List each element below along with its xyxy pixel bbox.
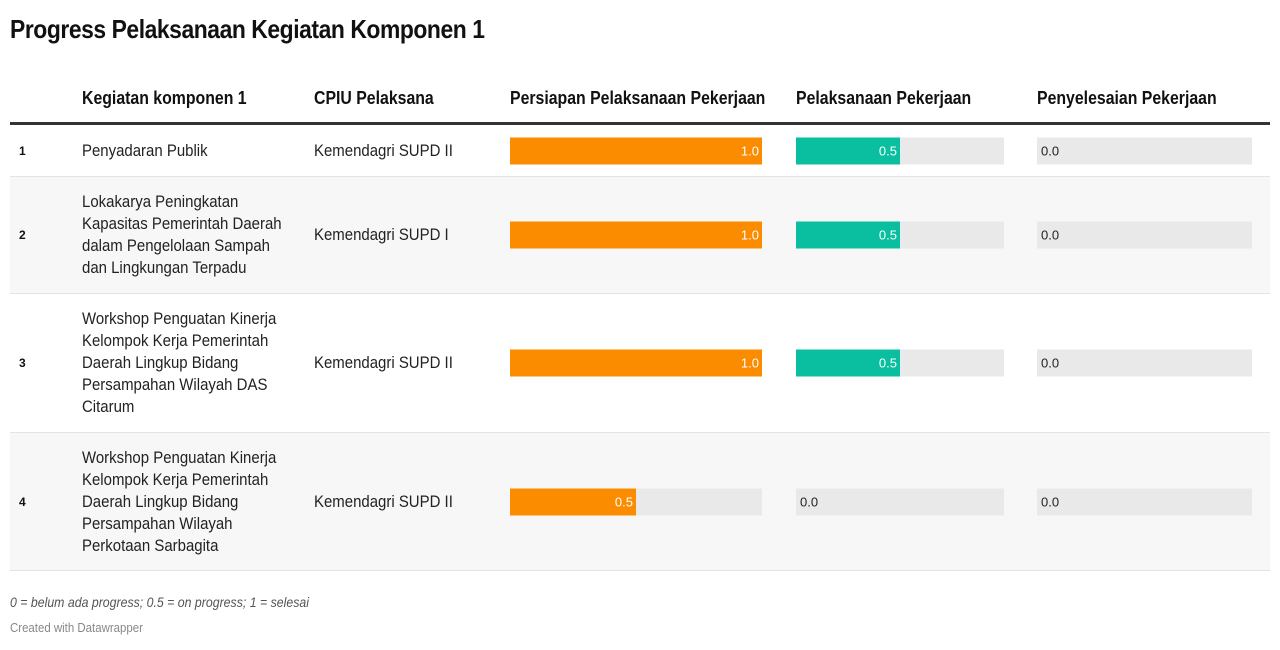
bar-track: 1.0 bbox=[510, 221, 762, 249]
bar-value-label: 0.0 bbox=[1041, 143, 1060, 158]
header-cpiu[interactable]: CPIU Pelaksana bbox=[314, 88, 434, 108]
bar-track: 0.0 bbox=[1037, 137, 1252, 164]
activity-name: Penyadaran Publik bbox=[82, 140, 287, 162]
activity-name-line: Daerah Lingkup Bidang bbox=[82, 491, 239, 511]
credit-link[interactable]: Created with Datawrapper bbox=[10, 620, 143, 635]
activity-name-line: Workshop Penguatan Kinerja bbox=[82, 309, 277, 328]
footnote: 0 = belum ada progress; 0.5 = on progres… bbox=[10, 594, 309, 610]
table-row: 4 Workshop Penguatan Kinerja Kelompok Kerj… bbox=[10, 433, 1270, 571]
bar-value-label: 0.5 bbox=[878, 227, 897, 243]
bar-fill bbox=[796, 137, 900, 164]
header-persiapan[interactable]: Persiapan Pelaksanaan Pekerjaan bbox=[510, 88, 766, 108]
bar-track: 0.5 bbox=[510, 488, 762, 515]
cpiu-cell: Kemendagri SUPD II bbox=[314, 491, 453, 511]
activity-name: Lokakarya Peningkatan Kapasitas Pemerinta… bbox=[82, 191, 287, 279]
cpiu-cell: Kemendagri SUPD II bbox=[314, 140, 453, 160]
activity-name-line: Kapasitas Pemerintah Daerah bbox=[82, 214, 282, 233]
activity-name-line: Daerah Lingkup Bidang bbox=[82, 353, 239, 372]
header-penyelesaian[interactable]: Penyelesaian Pekerjaan bbox=[1037, 88, 1217, 108]
bar-track: 0.0 bbox=[1037, 488, 1252, 515]
activity-name-line: dan Lingkungan Terpadu bbox=[82, 258, 247, 277]
row-number: 2 bbox=[19, 228, 26, 242]
row-number: 1 bbox=[19, 143, 26, 158]
bar-fill bbox=[510, 221, 762, 249]
bar-value-label: 0.0 bbox=[1041, 227, 1060, 243]
bar-fill bbox=[510, 488, 636, 515]
bar-track: 0.5 bbox=[796, 349, 1004, 377]
table-body: 1 Penyadaran Publik Kemendagri SUPD II 1.0 0… bbox=[10, 125, 1270, 571]
header-pelaksanaan[interactable]: Pelaksanaan Pekerjaan bbox=[796, 88, 972, 108]
bar-track: 1.0 bbox=[510, 349, 762, 377]
chart-title: Progress Pelaksanaan Kegiatan Komponen 1 bbox=[10, 14, 485, 44]
bar-track: 0.5 bbox=[796, 137, 1004, 164]
bar-value-label: 0.5 bbox=[878, 355, 897, 371]
bar-value-label: 0.5 bbox=[614, 494, 633, 509]
activity-name-line: Workshop Penguatan Kinerja bbox=[82, 447, 277, 467]
bar-value-label: 0.0 bbox=[1041, 355, 1060, 371]
bar-track: 0.0 bbox=[796, 488, 1004, 515]
bar-track: 0.0 bbox=[1037, 221, 1252, 249]
bar-value-label: 0.5 bbox=[878, 143, 897, 158]
progress-table: Kegiatan komponen 1 CPIU Pelaksana Persi… bbox=[10, 76, 1270, 571]
bar-value-label: 0.0 bbox=[800, 494, 819, 509]
activity-name: Workshop Penguatan Kinerja Kelompok Kerja… bbox=[82, 308, 287, 418]
bar-track: 0.5 bbox=[796, 221, 1004, 249]
activity-name-line: Persampahan Wilayah bbox=[82, 513, 233, 533]
table-row: 1 Penyadaran Publik Kemendagri SUPD II 1.0 0… bbox=[10, 125, 1270, 177]
bar-value-label: 1.0 bbox=[740, 227, 759, 243]
activity-name-line: Lokakarya Peningkatan bbox=[82, 192, 239, 211]
table-header: Kegiatan komponen 1 CPIU Pelaksana Persi… bbox=[10, 76, 1270, 125]
activity-name-line: Perkotaan Sarbagita bbox=[82, 535, 219, 555]
activity-name-line: dalam Pengelolaan Sampah bbox=[82, 236, 270, 255]
bar-fill bbox=[796, 221, 900, 249]
bar-fill bbox=[510, 349, 762, 377]
row-number: 3 bbox=[19, 356, 26, 370]
activity-name-line: Citarum bbox=[82, 397, 135, 416]
bar-value-label: 1.0 bbox=[740, 143, 759, 158]
activity-name: Workshop Penguatan Kinerja Kelompok Kerja… bbox=[82, 447, 287, 557]
bar-track: 0.0 bbox=[1037, 349, 1252, 377]
bar-track: 1.0 bbox=[510, 137, 762, 164]
table-row: 2 Lokakarya Peningkatan Kapasitas Pemerint… bbox=[10, 177, 1270, 294]
activity-name-line: Kelompok Kerja Pemerintah bbox=[82, 469, 269, 489]
activity-name-line: Penyadaran Publik bbox=[82, 140, 208, 160]
header-activity[interactable]: Kegiatan komponen 1 bbox=[82, 88, 247, 108]
table-row: 3 Workshop Penguatan Kinerja Kelompok Kerj… bbox=[10, 294, 1270, 433]
bar-fill bbox=[796, 349, 900, 377]
bar-value-label: 1.0 bbox=[740, 355, 759, 371]
bar-fill bbox=[510, 137, 762, 164]
row-number: 4 bbox=[19, 494, 26, 509]
bar-value-label: 0.0 bbox=[1041, 494, 1060, 509]
activity-name-line: Kelompok Kerja Pemerintah bbox=[82, 331, 269, 350]
activity-name-line: Persampahan Wilayah DAS bbox=[82, 375, 268, 394]
cpiu-cell: Kemendagri SUPD II bbox=[314, 353, 453, 372]
cpiu-cell: Kemendagri SUPD I bbox=[314, 225, 449, 244]
